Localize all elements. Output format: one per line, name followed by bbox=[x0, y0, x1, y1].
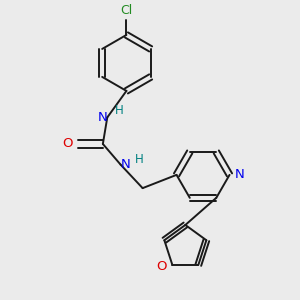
Text: H: H bbox=[115, 104, 123, 117]
Text: H: H bbox=[135, 153, 143, 166]
Text: O: O bbox=[62, 137, 73, 150]
Text: N: N bbox=[121, 158, 130, 171]
Text: N: N bbox=[235, 168, 244, 182]
Text: O: O bbox=[157, 260, 167, 273]
Text: Cl: Cl bbox=[120, 4, 133, 17]
Text: N: N bbox=[98, 111, 107, 124]
